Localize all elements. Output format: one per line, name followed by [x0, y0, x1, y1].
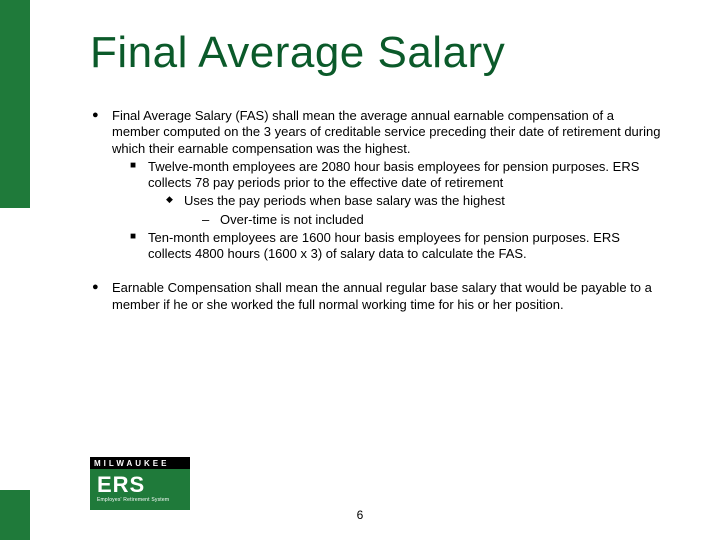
logo-top-text: MILWAUKEE: [90, 457, 190, 469]
bullet-text: Uses the pay periods when base salary wa…: [184, 193, 505, 208]
bullet-text: Twelve-month employees are 2080 hour bas…: [148, 159, 639, 190]
bullet-text: Earnable Compensation shall mean the ann…: [112, 280, 652, 311]
list-item: Earnable Compensation shall mean the ann…: [90, 280, 665, 313]
page-title: Final Average Salary: [90, 28, 665, 78]
bullet-text: Ten-month employees are 1600 hour basis …: [148, 230, 620, 261]
bullet-text: Over-time is not included: [220, 212, 364, 227]
logo: MILWAUKEE ERS Employes' Retirement Syste…: [90, 457, 190, 510]
logo-acronym: ERS: [97, 474, 183, 496]
logo-main: ERS Employes' Retirement System: [90, 469, 190, 510]
page-number: 6: [357, 508, 364, 522]
list-item: Twelve-month employees are 2080 hour bas…: [128, 159, 665, 228]
list-item: Final Average Salary (FAS) shall mean th…: [90, 108, 665, 262]
content-area: Final Average Salary (FAS) shall mean th…: [90, 108, 665, 313]
list-item: Over-time is not included: [200, 212, 665, 228]
logo-subtitle: Employes' Retirement System: [97, 497, 183, 503]
list-item: Uses the pay periods when base salary wa…: [164, 193, 665, 228]
bullet-text: Final Average Salary (FAS) shall mean th…: [112, 108, 660, 156]
list-item: Ten-month employees are 1600 hour basis …: [128, 230, 665, 263]
